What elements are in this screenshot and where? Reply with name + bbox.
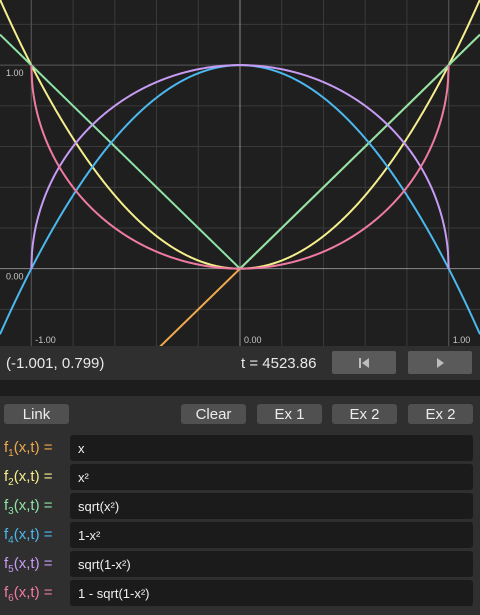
tick-label-x-mid: 0.00 xyxy=(244,335,262,345)
function-label: f1(x,t) = xyxy=(4,439,53,459)
function-row-2: f2(x,t) = xyxy=(0,464,480,490)
link-button[interactable]: Link xyxy=(4,404,69,424)
skip-to-start-icon xyxy=(359,357,369,368)
restart-button[interactable] xyxy=(332,351,396,374)
function-input[interactable] xyxy=(70,493,473,519)
function-row-4: f4(x,t) = xyxy=(0,522,480,548)
function-row-5: f5(x,t) = xyxy=(0,551,480,577)
clear-button[interactable]: Clear xyxy=(181,404,246,424)
function-input[interactable] xyxy=(70,522,473,548)
tick-label-x-left: -1.00 xyxy=(35,335,56,345)
tick-label-x-right: 1.00 xyxy=(453,335,471,345)
function-label: f5(x,t) = xyxy=(4,555,53,575)
function-panel: Link Clear Ex 1 Ex 2 Ex 2 f1(x,t) = f2(x… xyxy=(0,396,480,615)
function-curve-5 xyxy=(30,64,450,269)
example-2b-button[interactable]: Ex 2 xyxy=(408,404,473,424)
divider xyxy=(0,380,480,396)
function-input[interactable] xyxy=(70,580,473,606)
function-input[interactable] xyxy=(70,435,473,461)
cursor-coordinates: (-1.001, 0.799) xyxy=(6,355,105,372)
function-label: f2(x,t) = xyxy=(4,468,53,488)
function-label: f6(x,t) = xyxy=(4,584,53,604)
function-row-3: f3(x,t) = xyxy=(0,493,480,519)
function-label: f4(x,t) = xyxy=(4,526,53,546)
status-bar: (-1.001, 0.799) t = 4523.86 xyxy=(0,346,480,380)
function-input[interactable] xyxy=(70,551,473,577)
play-button[interactable] xyxy=(408,351,472,374)
example-1-button[interactable]: Ex 1 xyxy=(257,404,322,424)
function-input[interactable] xyxy=(70,464,473,490)
graph-canvas[interactable]: -1.00 0.00 1.00 1.00 0.00 xyxy=(0,0,480,346)
play-icon xyxy=(437,357,444,368)
function-label: f3(x,t) = xyxy=(4,497,53,517)
function-curve-6 xyxy=(30,65,450,270)
tick-label-y-top: 1.00 xyxy=(6,68,24,78)
tick-label-y-mid: 0.00 xyxy=(6,272,24,282)
function-row-6: f6(x,t) = xyxy=(0,580,480,606)
function-row-1: f1(x,t) = xyxy=(0,435,480,461)
time-readout: t = 4523.86 xyxy=(241,355,317,372)
example-2-button[interactable]: Ex 2 xyxy=(332,404,397,424)
graph-area[interactable]: -1.00 0.00 1.00 1.00 0.00 xyxy=(0,0,480,346)
